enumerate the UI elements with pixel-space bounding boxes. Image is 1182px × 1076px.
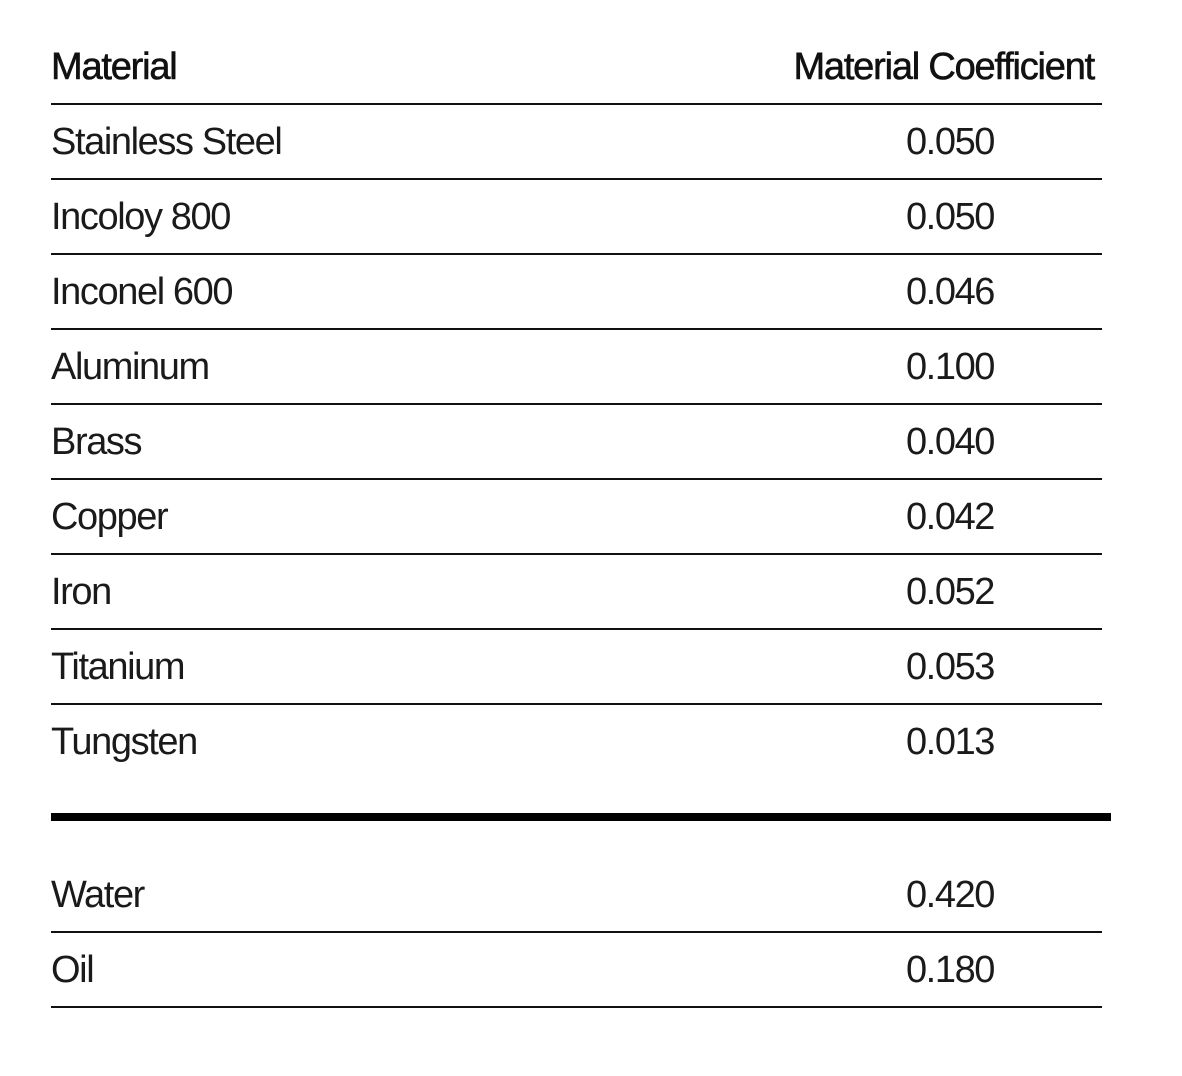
material-name: Aluminum (51, 346, 210, 388)
material-coefficient: 0.052 (905, 571, 995, 613)
table-row: Brass 0.040 (51, 405, 1102, 480)
table-row: Iron 0.052 (51, 555, 1102, 630)
table-row: Water 0.420 (51, 858, 1102, 933)
material-coefficient: 0.420 (905, 874, 995, 916)
table-row: Stainless Steel 0.050 (51, 105, 1102, 180)
material-name: Inconel 600 (51, 271, 234, 313)
material-name: Tungsten (51, 721, 198, 763)
material-name: Brass (51, 421, 143, 463)
table-row: Incoloy 800 0.050 (51, 180, 1102, 255)
table-header-row: Material Material Coefficient (51, 32, 1102, 105)
material-name: Iron (51, 571, 112, 613)
table-row: Tungsten 0.013 (51, 705, 1102, 780)
header-material: Material (51, 46, 178, 89)
material-coefficient: 0.050 (905, 196, 995, 238)
material-name: Oil (51, 949, 95, 991)
material-coefficient: 0.180 (905, 949, 995, 991)
table-row: Titanium 0.053 (51, 630, 1102, 705)
material-coefficient: 0.013 (905, 721, 995, 763)
material-name: Water (51, 874, 145, 916)
section-divider (51, 813, 1111, 821)
material-name: Stainless Steel (51, 121, 283, 163)
material-coefficient: 0.042 (905, 496, 995, 538)
material-coefficient-table: Material Material Coefficient Stainless … (51, 32, 1102, 780)
material-coefficient: 0.046 (905, 271, 995, 313)
table-row: Inconel 600 0.046 (51, 255, 1102, 330)
table-row: Oil 0.180 (51, 933, 1102, 1008)
material-coefficient: 0.053 (905, 646, 995, 688)
table-row: Aluminum 0.100 (51, 330, 1102, 405)
material-coefficient: 0.050 (905, 121, 995, 163)
table-row: Copper 0.042 (51, 480, 1102, 555)
material-coefficient: 0.040 (905, 421, 995, 463)
material-name: Copper (51, 496, 169, 538)
material-name: Incoloy 800 (51, 196, 231, 238)
header-material-coefficient: Material Coefficient (793, 46, 1095, 89)
material-coefficient: 0.100 (905, 346, 995, 388)
material-name: Titanium (51, 646, 186, 688)
liquids-table: Water 0.420 Oil 0.180 (51, 858, 1102, 1008)
